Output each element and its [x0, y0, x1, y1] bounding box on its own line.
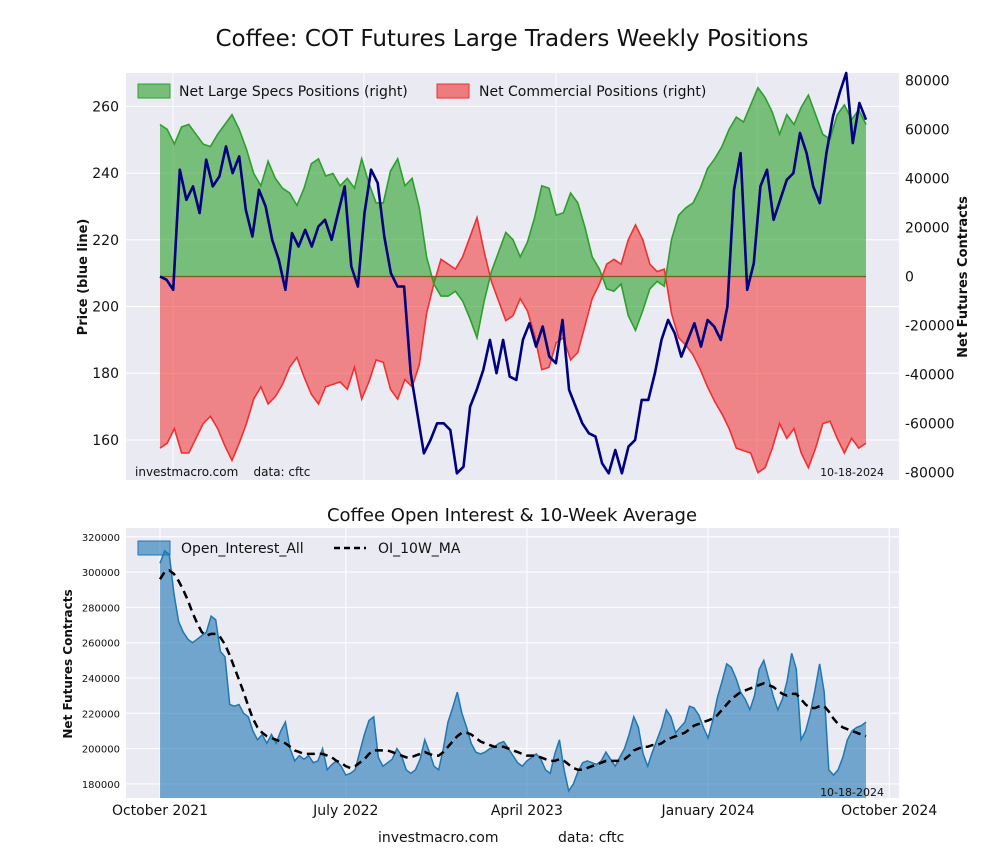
right-tick-label: 0 [905, 270, 914, 286]
open-interest-area [160, 550, 866, 798]
large-specs-positions-line [159, 86, 867, 341]
top-left-axis-ticks: 160 180 200 220 240 260 [92, 99, 119, 449]
bottom-x-tick-label: October 2024 [841, 803, 937, 819]
bottom-y-tick-label: 240000 [82, 674, 120, 685]
bottom-x-tick-label: October 2021 [112, 803, 208, 819]
commercial-positions-area [160, 217, 866, 473]
bottom-chart-title: Coffee Open Interest & 10-Week Average [327, 505, 697, 526]
left-tick-label: 160 [92, 433, 119, 449]
bottom-y-tick-label: 180000 [82, 780, 120, 791]
bottom-y-tick-label: 200000 [82, 745, 120, 756]
right-tick-label: 20000 [905, 221, 950, 237]
right-tick-label: -20000 [905, 319, 955, 335]
commercial-positions-line [159, 214, 867, 474]
bottom-y-axis-ticks: 180000 200000 220000 240000 260000 280000 3000… [82, 533, 120, 791]
legend-swatch-commercials [436, 83, 470, 99]
right-tick-label: 60000 [905, 122, 950, 138]
bottom-x-tick-label: July 2022 [312, 803, 378, 819]
top-right-axis-label: Net Futures Contracts [956, 196, 971, 358]
bottom-legend: Open_Interest_All OI_10W_MA [137, 540, 461, 557]
top-chart-title: Coffee: COT Futures Large Traders Weekly… [215, 26, 808, 52]
bottom-x-axis-ticks: October 2021 July 2022 April 2023 January 2… [112, 803, 937, 819]
price-line [159, 71, 868, 475]
left-tick-label: 220 [92, 233, 119, 249]
bottom-y-tick-label: 220000 [82, 709, 120, 720]
top-right-axis-ticks: -80000 -60000 -40000 -20000 0 20000 40000 60000… [905, 73, 955, 481]
legend-label-specs: Net Large Specs Positions (right) [179, 84, 408, 100]
left-tick-label: 180 [92, 366, 119, 382]
left-tick-label: 260 [92, 99, 119, 115]
bottom-y-tick-label: 260000 [82, 639, 120, 650]
top-legend: Net Large Specs Positions (right) Net Co… [137, 83, 706, 100]
top-series-layer [159, 71, 868, 475]
oi-10w-ma-line [158, 568, 867, 772]
bottom-y-tick-label: 320000 [82, 533, 120, 544]
legend-swatch-specs [137, 83, 171, 99]
legend-label-commercials: Net Commercial Positions (right) [479, 84, 706, 100]
legend-swatch-open-interest [137, 540, 171, 556]
bottom-y-tick-label: 300000 [82, 568, 120, 579]
top-footer-date: 10-18-2024 [820, 466, 884, 479]
right-tick-label: 40000 [905, 171, 950, 187]
right-tick-label: -80000 [905, 466, 955, 482]
right-tick-label: -60000 [905, 417, 955, 433]
footer-site: investmacro.com [378, 830, 498, 846]
bottom-x-tick-label: January 2024 [661, 803, 755, 819]
large-specs-positions-area [160, 87, 866, 338]
legend-label-oi-ma: OI_10W_MA [378, 541, 461, 557]
bottom-series-layer [158, 549, 867, 798]
right-tick-label: -40000 [905, 368, 955, 384]
top-left-axis-label: Price (blue line) [76, 219, 91, 336]
bottom-footer-date: 10-18-2024 [820, 786, 884, 799]
legend-label-open-interest: Open_Interest_All [181, 541, 304, 557]
left-tick-label: 200 [92, 300, 119, 316]
bottom-y-axis-label: Net Futures Contracts [61, 589, 75, 738]
right-tick-label: 80000 [905, 73, 950, 89]
bottom-x-tick-label: April 2023 [491, 803, 563, 819]
footer-source: data: cftc [558, 830, 624, 846]
left-tick-label: 240 [92, 166, 119, 182]
bottom-y-tick-label: 280000 [82, 603, 120, 614]
top-footer-source: investmacro.com data: cftc [135, 465, 310, 479]
